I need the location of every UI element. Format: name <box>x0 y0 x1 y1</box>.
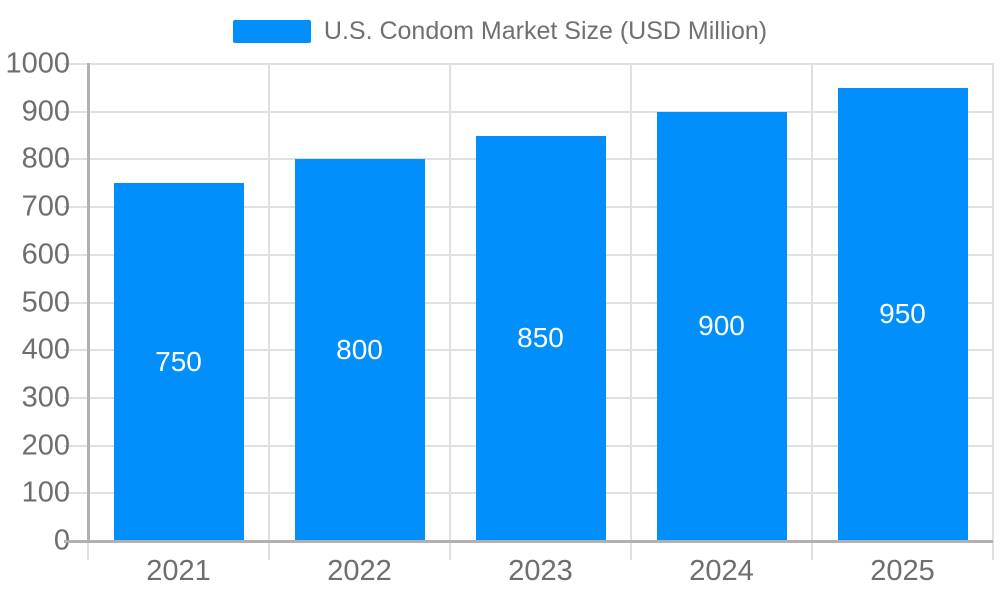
bar-value-label: 950 <box>879 298 926 330</box>
y-axis-tick-label: 1000 <box>5 47 70 80</box>
x-gridline <box>992 63 994 560</box>
y-axis-tick-label: 700 <box>21 190 70 223</box>
y-axis-tick-label: 900 <box>21 95 70 128</box>
x-axis-line <box>64 540 993 543</box>
y-axis-tick-label: 800 <box>21 142 70 175</box>
bar-value-label: 750 <box>155 346 202 378</box>
y-axis-line <box>87 63 90 543</box>
y-axis-tick-label: 600 <box>21 238 70 271</box>
bar-2021[interactable]: 750 <box>113 183 244 541</box>
bar-value-label: 900 <box>698 310 745 342</box>
x-axis-tick-label: 2025 <box>870 555 935 587</box>
y-axis-tick-label: 400 <box>21 333 70 366</box>
x-axis-tick-label: 2022 <box>327 555 392 587</box>
y-gridline <box>64 110 993 113</box>
y-axis-tick-label: 200 <box>21 429 70 462</box>
bar-2024[interactable]: 900 <box>656 111 787 541</box>
bar-2023[interactable]: 850 <box>475 135 606 541</box>
y-axis-tick-label: 0 <box>53 524 70 557</box>
x-axis-tick-label: 2021 <box>146 555 211 587</box>
legend-label[interactable]: U.S. Condom Market Size (USD Million) <box>323 17 768 45</box>
legend-swatch-icon[interactable] <box>232 20 311 43</box>
x-gridline <box>268 63 270 560</box>
y-axis-tick-label: 100 <box>21 476 70 509</box>
x-gridline <box>811 63 813 560</box>
x-axis-tick-label: 2024 <box>689 555 754 587</box>
bar-value-label: 850 <box>517 322 564 354</box>
bar-2025[interactable]: 950 <box>837 87 968 541</box>
y-axis-tick-label: 300 <box>21 381 70 414</box>
x-gridline <box>630 63 632 560</box>
x-axis-tick-label: 2023 <box>508 555 573 587</box>
x-gridline <box>449 63 451 560</box>
y-axis-tick-label: 500 <box>21 286 70 318</box>
chart-legend[interactable]: U.S. Condom Market Size (USD Million) <box>0 18 1000 45</box>
y-gridline <box>64 63 993 65</box>
bar-2022[interactable]: 800 <box>294 159 425 541</box>
bar-value-label: 800 <box>336 334 383 366</box>
